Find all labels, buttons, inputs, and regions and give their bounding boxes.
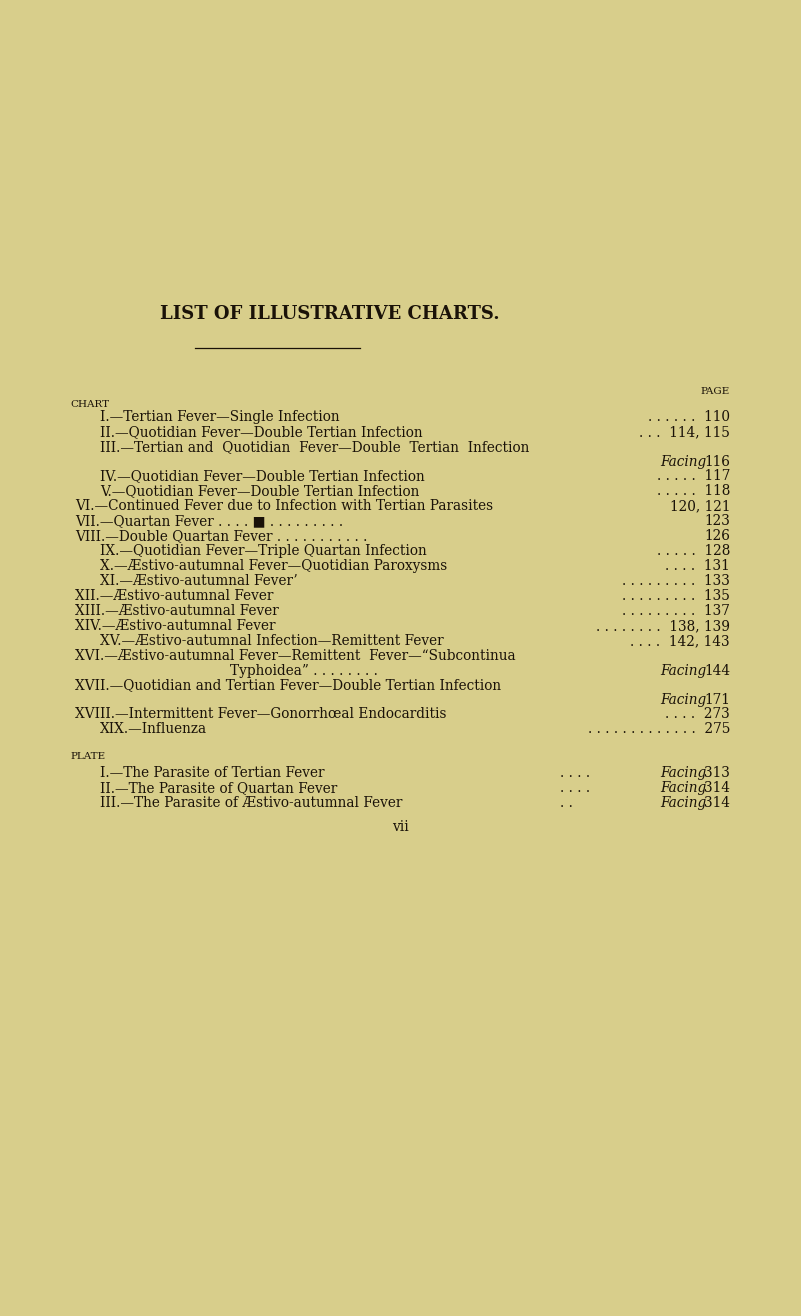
Text: Typhoidea” . . . . . . . .: Typhoidea” . . . . . . . . xyxy=(230,665,378,678)
Text: 120, 121: 120, 121 xyxy=(670,499,730,513)
Text: XVI.—Æstivo-autumnal Fever—Remittent  Fever—“Subcontinua: XVI.—Æstivo-autumnal Fever—Remittent Fev… xyxy=(75,649,516,663)
Text: 314: 314 xyxy=(704,780,730,795)
Text: VI.—Continued Fever due to Infection with Tertian Parasites: VI.—Continued Fever due to Infection wit… xyxy=(75,499,493,513)
Text: XIII.—Æstivo-autumnal Fever: XIII.—Æstivo-autumnal Fever xyxy=(75,604,279,619)
Text: Facing: Facing xyxy=(660,796,706,811)
Text: XIX.—Influenza: XIX.—Influenza xyxy=(100,722,207,736)
Text: . . . . . . . .  138, 139: . . . . . . . . 138, 139 xyxy=(596,619,730,633)
Text: 144: 144 xyxy=(704,665,730,678)
Text: . .: . . xyxy=(560,796,573,811)
Text: IV.—Quotidian Fever—Double Tertian Infection: IV.—Quotidian Fever—Double Tertian Infec… xyxy=(100,468,425,483)
Text: Facing: Facing xyxy=(660,694,706,707)
Text: Facing: Facing xyxy=(660,766,706,780)
Text: XVIII.—Intermittent Fever—Gonorrhœal Endocarditis: XVIII.—Intermittent Fever—Gonorrhœal End… xyxy=(75,707,446,721)
Text: . . . . .  118: . . . . . 118 xyxy=(657,484,730,497)
Text: 123: 123 xyxy=(704,515,730,528)
Text: . . . .: . . . . xyxy=(560,780,590,795)
Text: I.—Tertian Fever—Single Infection: I.—Tertian Fever—Single Infection xyxy=(100,411,340,424)
Text: XIV.—Æstivo-autumnal Fever: XIV.—Æstivo-autumnal Fever xyxy=(75,619,276,633)
Text: . . . .  273: . . . . 273 xyxy=(666,707,730,721)
Text: PLATE: PLATE xyxy=(70,751,105,761)
Text: PAGE: PAGE xyxy=(701,387,730,396)
Text: . . . . . .  110: . . . . . . 110 xyxy=(648,411,730,424)
Text: VIII.—Double Quartan Fever . . . . . . . . . . .: VIII.—Double Quartan Fever . . . . . . .… xyxy=(75,529,368,544)
Text: IX.—Quotidian Fever—Triple Quartan Infection: IX.—Quotidian Fever—Triple Quartan Infec… xyxy=(100,544,427,558)
Text: . . . .  131: . . . . 131 xyxy=(666,559,730,572)
Text: 171: 171 xyxy=(704,694,730,707)
Text: . . .  114, 115: . . . 114, 115 xyxy=(639,425,730,440)
Text: . . . . . . . . .  137: . . . . . . . . . 137 xyxy=(622,604,730,619)
Text: vii: vii xyxy=(392,820,409,834)
Text: . . . . .  117: . . . . . 117 xyxy=(657,468,730,483)
Text: . . . .: . . . . xyxy=(560,766,590,780)
Text: VII.—Quartan Fever . . . . ■ . . . . . . . . .: VII.—Quartan Fever . . . . ■ . . . . . .… xyxy=(75,515,343,528)
Text: . . . .  142, 143: . . . . 142, 143 xyxy=(630,634,730,647)
Text: CHART: CHART xyxy=(70,400,109,409)
Text: 313: 313 xyxy=(704,766,730,780)
Text: 126: 126 xyxy=(704,529,730,544)
Text: . . . . . . . . .  133: . . . . . . . . . 133 xyxy=(622,574,730,588)
Text: 314: 314 xyxy=(704,796,730,811)
Text: II.—The Parasite of Quartan Fever: II.—The Parasite of Quartan Fever xyxy=(100,780,337,795)
Text: XII.—Æstivo-autumnal Fever: XII.—Æstivo-autumnal Fever xyxy=(75,590,273,603)
Text: I.—The Parasite of Tertian Fever: I.—The Parasite of Tertian Fever xyxy=(100,766,324,780)
Text: X.—Æstivo-autumnal Fever—Quotidian Paroxysms: X.—Æstivo-autumnal Fever—Quotidian Parox… xyxy=(100,559,447,572)
Text: III.—Tertian and  Quotidian  Fever—Double  Tertian  Infection: III.—Tertian and Quotidian Fever—Double … xyxy=(100,440,529,454)
Text: . . . . . . . . . . . . .  275: . . . . . . . . . . . . . 275 xyxy=(588,722,730,736)
Text: Facing: Facing xyxy=(660,780,706,795)
Text: LIST OF ILLUSTRATIVE CHARTS.: LIST OF ILLUSTRATIVE CHARTS. xyxy=(160,305,500,322)
Text: XVII.—Quotidian and Tertian Fever—Double Tertian Infection: XVII.—Quotidian and Tertian Fever—Double… xyxy=(75,678,501,692)
Text: XI.—Æstivo-autumnal Feverʼ: XI.—Æstivo-autumnal Feverʼ xyxy=(100,574,297,588)
Text: Facing: Facing xyxy=(660,665,706,678)
Text: 116: 116 xyxy=(704,455,730,468)
Text: V.—Quotidian Fever—Double Tertian Infection: V.—Quotidian Fever—Double Tertian Infect… xyxy=(100,484,420,497)
Text: III.—The Parasite of Æstivo-autumnal Fever: III.—The Parasite of Æstivo-autumnal Fev… xyxy=(100,796,402,811)
Text: Facing: Facing xyxy=(660,455,706,468)
Text: . . . . .  128: . . . . . 128 xyxy=(657,544,730,558)
Text: . . . . . . . . .  135: . . . . . . . . . 135 xyxy=(622,590,730,603)
Text: II.—Quotidian Fever—Double Tertian Infection: II.—Quotidian Fever—Double Tertian Infec… xyxy=(100,425,423,440)
Text: XV.—Æstivo-autumnal Infection—Remittent Fever: XV.—Æstivo-autumnal Infection—Remittent … xyxy=(100,634,444,647)
